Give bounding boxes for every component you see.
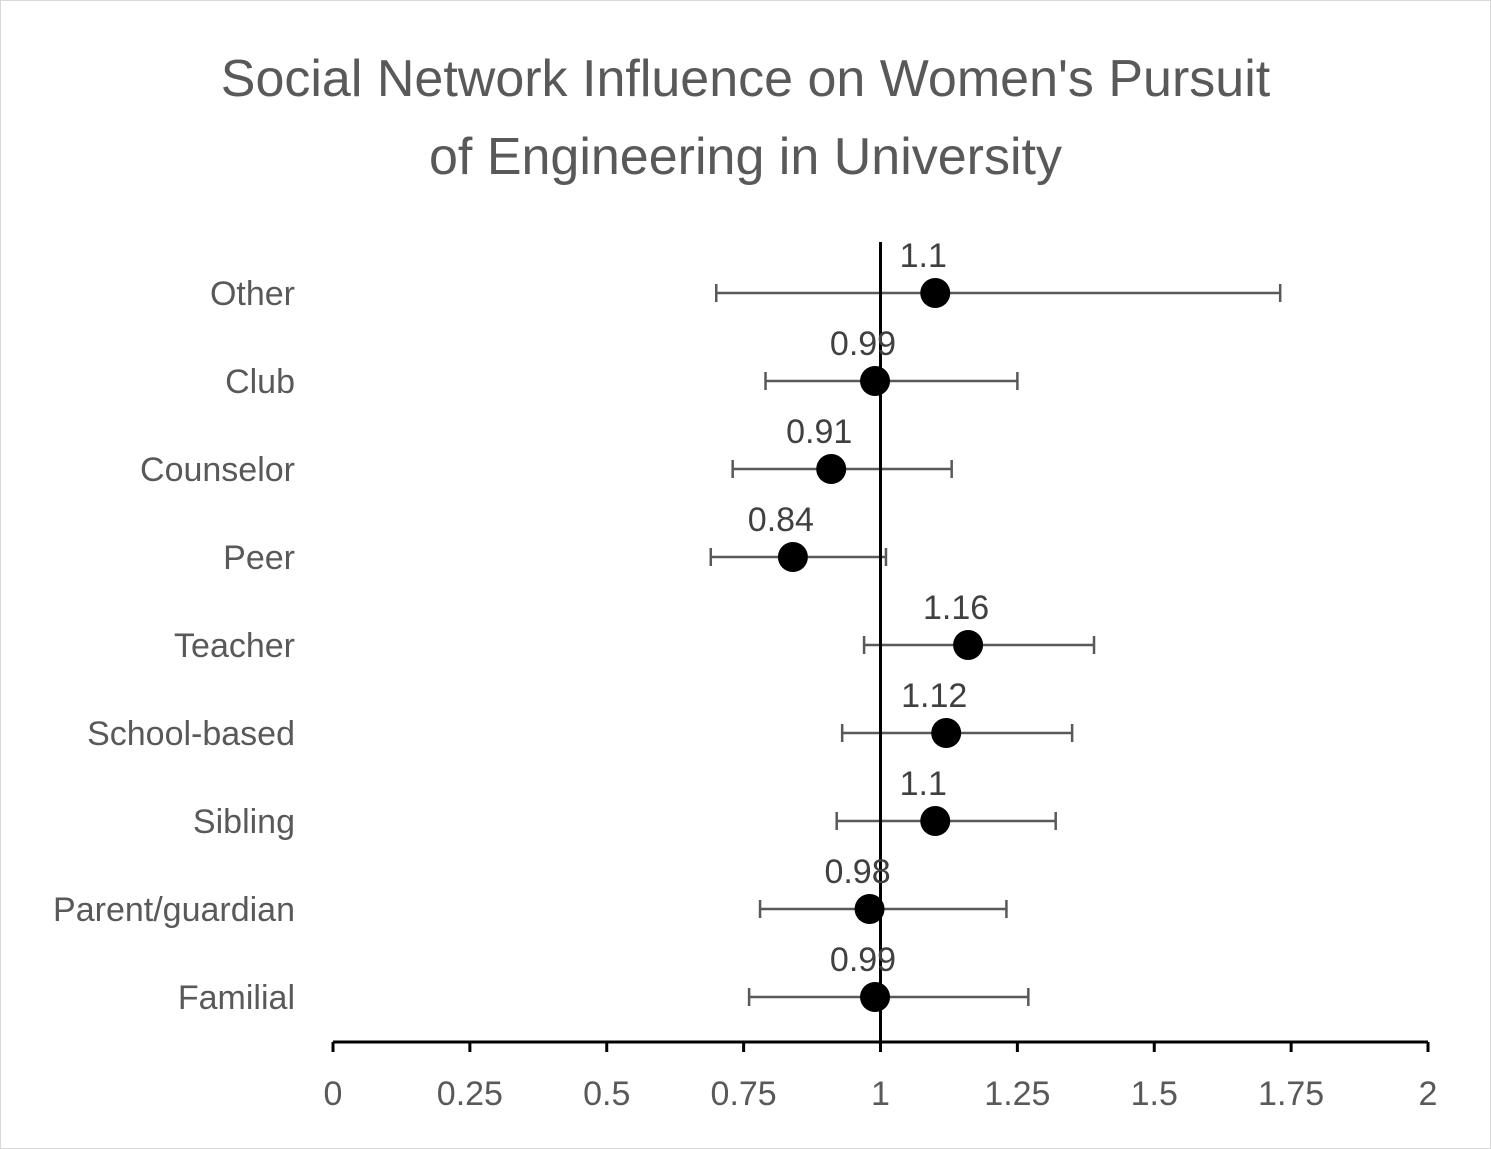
- x-tick-label: 1: [871, 1075, 890, 1113]
- data-label: 1.12: [901, 677, 967, 715]
- category-label: Familial: [178, 979, 295, 1017]
- data-label: 0.84: [748, 501, 814, 539]
- data-point: [854, 894, 885, 924]
- data-point: [860, 366, 891, 396]
- data-label: 1.1: [900, 237, 947, 275]
- category-label: Counselor: [140, 451, 295, 489]
- data-point: [953, 630, 984, 660]
- data-point: [920, 278, 951, 308]
- category-label: School-based: [87, 715, 295, 753]
- data-label: 1.1: [900, 765, 947, 803]
- x-tick-label: 1.75: [1258, 1075, 1324, 1113]
- category-label: Sibling: [193, 803, 295, 841]
- category-label: Peer: [223, 539, 295, 577]
- data-point: [931, 718, 962, 748]
- data-points: [777, 278, 984, 1012]
- data-label: 0.91: [786, 413, 852, 451]
- category-label: Teacher: [174, 627, 295, 665]
- x-tick-label: 0.5: [583, 1075, 630, 1113]
- x-tick-label: 0.25: [437, 1075, 503, 1113]
- data-label: 0.99: [830, 325, 896, 363]
- chart-title: Social Network Influence on Women's Purs…: [0, 40, 1491, 196]
- data-label: 1.16: [923, 589, 989, 627]
- x-tick-label: 0.75: [711, 1075, 777, 1113]
- category-label: Club: [225, 363, 295, 401]
- data-label: 0.99: [830, 941, 896, 979]
- data-point: [860, 982, 891, 1012]
- x-tick-label: 0: [324, 1075, 343, 1113]
- x-tick-label: 1.25: [984, 1075, 1050, 1113]
- category-label: Parent/guardian: [53, 891, 295, 929]
- data-point: [777, 542, 808, 572]
- labels: 0 0.25 0.5 0.75 1 1.25 1.5 1.75 2 1.1 Other 0.99 Clu…: [53, 237, 1437, 1113]
- data-label: 0.98: [824, 853, 890, 891]
- error-bars: [709, 284, 1282, 1006]
- data-point: [920, 806, 951, 836]
- category-label: Other: [210, 275, 295, 313]
- data-point: [816, 454, 847, 484]
- chart-title-line-1: Social Network Influence on Women's Purs…: [220, 50, 1271, 108]
- x-tick-label: 1.5: [1131, 1075, 1178, 1113]
- chart-title-line-2: of Engineering in University: [429, 128, 1062, 186]
- x-tick-label: 2: [1419, 1075, 1438, 1113]
- axes: [331, 242, 1430, 1052]
